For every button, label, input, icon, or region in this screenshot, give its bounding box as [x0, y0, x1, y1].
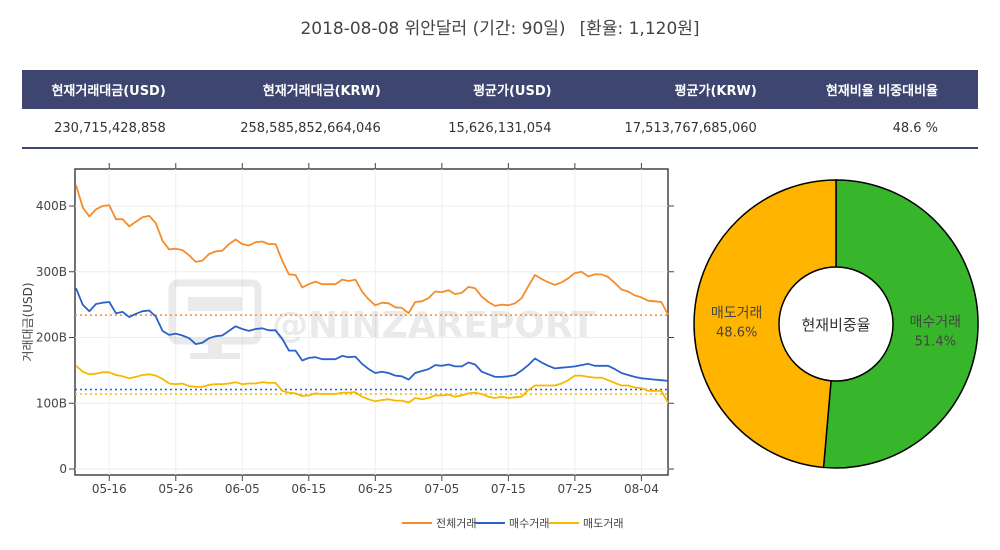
- legend-label: 전체거래: [436, 517, 476, 530]
- value-average-usd: 15,626,131,054: [420, 109, 592, 149]
- line-chart: @NINZAREPORT 0 100B 200B 300B 400B 05-16 05-2…: [21, 163, 674, 496]
- y-tick-label: 200B: [36, 331, 67, 345]
- x-tick-label: 08-04: [624, 482, 659, 496]
- value-current-usd: 230,715,428,858: [22, 109, 206, 149]
- mean-lines: [75, 314, 668, 395]
- x-tick-label: 05-16: [92, 482, 127, 496]
- donut-slice-label: 매도거래: [711, 306, 763, 322]
- summary-table: 현재거래대금(USD) 현재거래대금(KRW) 평균가(USD) 평균가(KRW…: [22, 70, 978, 149]
- header-ratio: 현재비율 비중대비율: [796, 70, 978, 109]
- legend-item-sell[interactable]: 매도거래: [549, 517, 623, 530]
- header-current-krw: 현재거래대금(KRW): [205, 70, 421, 109]
- plot-area: [74, 168, 669, 476]
- x-axis-ticks: 05-16 05-26 06-05 06-15 06-25 07-05 07-15 07-25…: [92, 163, 659, 496]
- x-tick-label: 07-15: [491, 482, 526, 496]
- header-average-usd: 평균가(USD): [420, 70, 592, 109]
- title-rate-label: [환율: 1,120원]: [579, 19, 700, 39]
- header-average-krw: 평균가(KRW): [591, 70, 797, 109]
- donut-center-label: 현재비중율: [801, 316, 870, 334]
- donut-slice-percent: 51.4%: [915, 334, 956, 349]
- x-tick-label: 06-15: [291, 482, 326, 496]
- legend: 전체거래 매수거래 매도거래: [402, 517, 623, 530]
- legend-label: 매도거래: [583, 517, 623, 530]
- y-axis-ticks: 0 100B 200B 300B 400B: [36, 199, 674, 476]
- series-lines: [75, 184, 669, 404]
- series-line-total: [75, 184, 669, 315]
- series-line-buy: [75, 287, 669, 382]
- value-current-krw: 258,585,852,664,046: [205, 109, 421, 149]
- x-tick-label: 06-05: [225, 482, 260, 496]
- summary-value-row: 230,715,428,858 258,585,852,664,046 15,6…: [22, 109, 978, 149]
- donut-hole: [778, 266, 894, 382]
- header-current-usd: 현재거래대금(USD): [22, 70, 206, 109]
- donut-slice-donut_orange[interactable]: [693, 179, 837, 469]
- title-date-label: 2018-08-08 위안달러 (기간: 90일): [300, 19, 566, 39]
- donut-slice-donut_green[interactable]: [822, 179, 979, 469]
- x-tick-label: 05-26: [158, 482, 193, 496]
- y-tick-label: 0: [59, 462, 67, 476]
- x-tick-label: 07-25: [557, 482, 592, 496]
- legend-item-total[interactable]: 전체거래: [402, 517, 476, 530]
- y-tick-label: 300B: [36, 265, 67, 279]
- series-line-sell: [75, 365, 669, 404]
- y-tick-label: 100B: [36, 396, 67, 410]
- chart-title: 2018-08-08 위안달러 (기간: 90일) [환율: 1,120원]: [0, 14, 1000, 39]
- donut-chart: 매수거래 51.4% 매도거래 48.6% 현재비중율: [693, 179, 979, 469]
- y-axis-label: 거래대금(USD): [21, 282, 35, 361]
- value-average-krw: 17,513,767,685,060: [591, 109, 797, 149]
- monitor-icon: [168, 279, 262, 359]
- legend-label: 매수거래: [509, 517, 549, 530]
- watermark-text: @NINZAREPORT: [272, 305, 596, 346]
- x-tick-label: 06-25: [358, 482, 393, 496]
- donut-slice-label: 매수거래: [910, 314, 962, 330]
- watermark: @NINZAREPORT: [168, 279, 596, 359]
- summary-header-row: 현재거래대금(USD) 현재거래대금(KRW) 평균가(USD) 평균가(KRW…: [22, 70, 978, 109]
- y-tick-label: 400B: [36, 199, 67, 213]
- value-ratio: 48.6 %: [796, 109, 978, 149]
- grid-lines: [75, 169, 668, 475]
- legend-item-buy[interactable]: 매수거래: [475, 517, 549, 530]
- donut-slice-percent: 48.6%: [716, 326, 757, 341]
- x-tick-label: 07-05: [424, 482, 459, 496]
